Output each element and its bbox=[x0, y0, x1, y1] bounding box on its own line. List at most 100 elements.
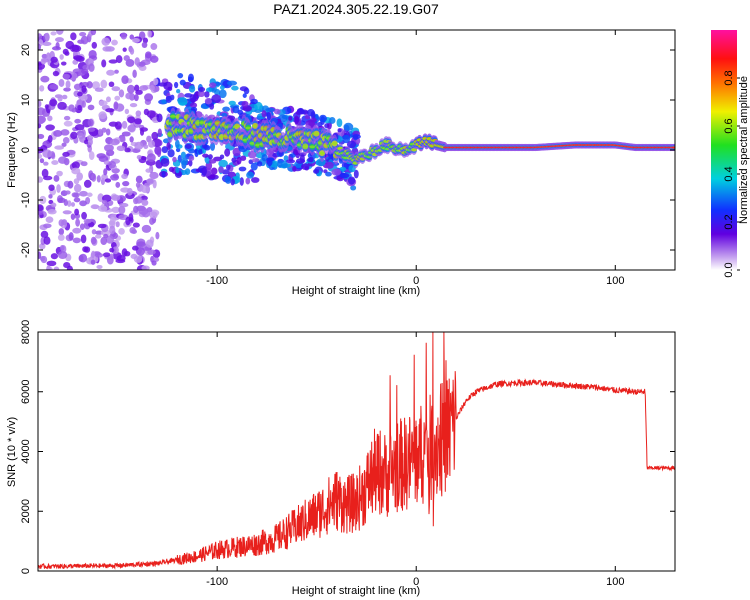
heatmap-cell bbox=[50, 31, 57, 36]
heatmap-cell bbox=[147, 140, 156, 148]
heatmap-cell bbox=[81, 69, 89, 74]
heatmap-cell bbox=[40, 57, 47, 65]
snr-frame bbox=[37, 331, 676, 572]
heatmap-cell bbox=[145, 168, 152, 173]
heatmap-cell bbox=[256, 161, 263, 167]
heatmap-cell bbox=[105, 235, 114, 244]
heatmap-cell bbox=[245, 177, 251, 185]
heatmap-cell bbox=[50, 202, 57, 208]
heatmap-cell bbox=[134, 57, 140, 66]
heatmap-cell bbox=[250, 98, 258, 105]
heatmap-cell bbox=[61, 94, 68, 100]
x-tick-label: 0 bbox=[413, 275, 419, 287]
heatmap-cell bbox=[58, 78, 65, 87]
heatmap-cell bbox=[77, 104, 82, 111]
y-tick-label: 10 bbox=[20, 94, 32, 106]
heatmap-cell bbox=[55, 30, 64, 35]
heatmap-cell bbox=[177, 97, 188, 106]
heatmap-cell bbox=[86, 192, 93, 197]
heatmap-cell bbox=[91, 41, 98, 49]
heatmap-cell bbox=[63, 262, 71, 269]
heatmap-cell bbox=[38, 204, 44, 212]
heatmap-cell bbox=[346, 140, 357, 149]
heatmap-cell bbox=[90, 204, 99, 210]
heatmap-cell bbox=[266, 112, 271, 121]
colorbar-tick-label: 0.4 bbox=[723, 166, 735, 181]
heatmap-cell bbox=[292, 165, 297, 172]
heatmap-cell bbox=[201, 166, 207, 176]
heatmap-cell bbox=[189, 94, 197, 103]
heatmap-cell bbox=[230, 178, 235, 186]
heatmap-cell bbox=[156, 148, 162, 158]
heatmap-cell bbox=[43, 236, 51, 245]
heatmap-cell bbox=[112, 246, 119, 255]
heatmap-cell bbox=[138, 61, 146, 67]
heatmap-cell bbox=[130, 253, 138, 260]
heatmap-cell bbox=[208, 82, 217, 88]
heatmap-cell bbox=[150, 55, 159, 63]
heatmap-cell bbox=[66, 200, 72, 207]
heatmap-cell bbox=[319, 151, 326, 155]
heatmap-cell bbox=[143, 108, 150, 116]
heatmap-cell bbox=[129, 34, 135, 40]
heatmap-cell bbox=[160, 157, 170, 167]
heatmap-cell bbox=[94, 234, 102, 239]
heatmap-cell bbox=[129, 102, 138, 108]
heatmap-cell bbox=[74, 208, 80, 216]
heatmap-cell bbox=[74, 118, 82, 124]
heatmap-cell bbox=[81, 85, 87, 93]
heatmap-cell bbox=[208, 154, 213, 160]
heatmap-cell bbox=[124, 108, 130, 115]
heatmap-cell bbox=[141, 209, 151, 218]
heatmap-cell bbox=[147, 30, 152, 38]
heatmap-cell bbox=[236, 156, 242, 165]
heatmap-cell bbox=[143, 144, 149, 150]
heatmap-cell bbox=[43, 223, 52, 229]
heatmap-cell bbox=[75, 218, 81, 227]
heatmap-cell bbox=[57, 101, 67, 110]
heatmap-cell bbox=[147, 249, 156, 255]
heatmap-cell bbox=[90, 259, 96, 265]
heatmap-cell bbox=[77, 132, 84, 140]
heatmap-cell bbox=[79, 190, 88, 197]
heatmap-cell bbox=[119, 137, 126, 143]
heatmap-cell bbox=[169, 114, 176, 118]
heatmap-cell bbox=[45, 124, 55, 131]
heatmap-cell bbox=[50, 253, 59, 260]
heatmap-cell bbox=[38, 107, 46, 116]
heatmap-cell bbox=[238, 166, 247, 172]
heatmap-cell bbox=[40, 230, 49, 239]
snr-x-ticks: -100 0 100 bbox=[206, 332, 624, 588]
heatmap-cell bbox=[175, 139, 180, 149]
heatmap-cell bbox=[239, 177, 244, 186]
heatmap-cell bbox=[353, 169, 359, 179]
heatmap-cell bbox=[134, 141, 144, 150]
heatmap-cell bbox=[108, 59, 118, 64]
heatmap-cell bbox=[91, 229, 97, 235]
heatmap-cell bbox=[58, 219, 65, 227]
heatmap-cell bbox=[62, 210, 72, 215]
heatmap-cell bbox=[120, 32, 127, 40]
heatmap-cell bbox=[132, 222, 140, 228]
heatmap-cell bbox=[127, 124, 136, 132]
heatmap-cell bbox=[47, 208, 57, 215]
heatmap-cell bbox=[218, 89, 227, 99]
heatmap-cell bbox=[129, 47, 135, 55]
heatmap-cell bbox=[188, 155, 195, 161]
colorbar-tick-label: 0.6 bbox=[723, 118, 735, 133]
heatmap-cell bbox=[176, 88, 181, 94]
heatmap-cell bbox=[101, 127, 107, 133]
heatmap-cell bbox=[411, 148, 418, 151]
heatmap-cell bbox=[301, 163, 310, 170]
heatmap-cell bbox=[38, 122, 42, 129]
heatmap-cell bbox=[139, 85, 149, 91]
heatmap-cell bbox=[111, 206, 121, 214]
heatmap-cell bbox=[339, 172, 346, 178]
heatmap-cell bbox=[154, 139, 163, 147]
heatmap-cell bbox=[140, 184, 150, 194]
heatmap-cell bbox=[45, 216, 54, 223]
heatmap-cell bbox=[71, 44, 82, 53]
heatmap-cell bbox=[114, 69, 119, 74]
heatmap-cell bbox=[46, 266, 53, 270]
